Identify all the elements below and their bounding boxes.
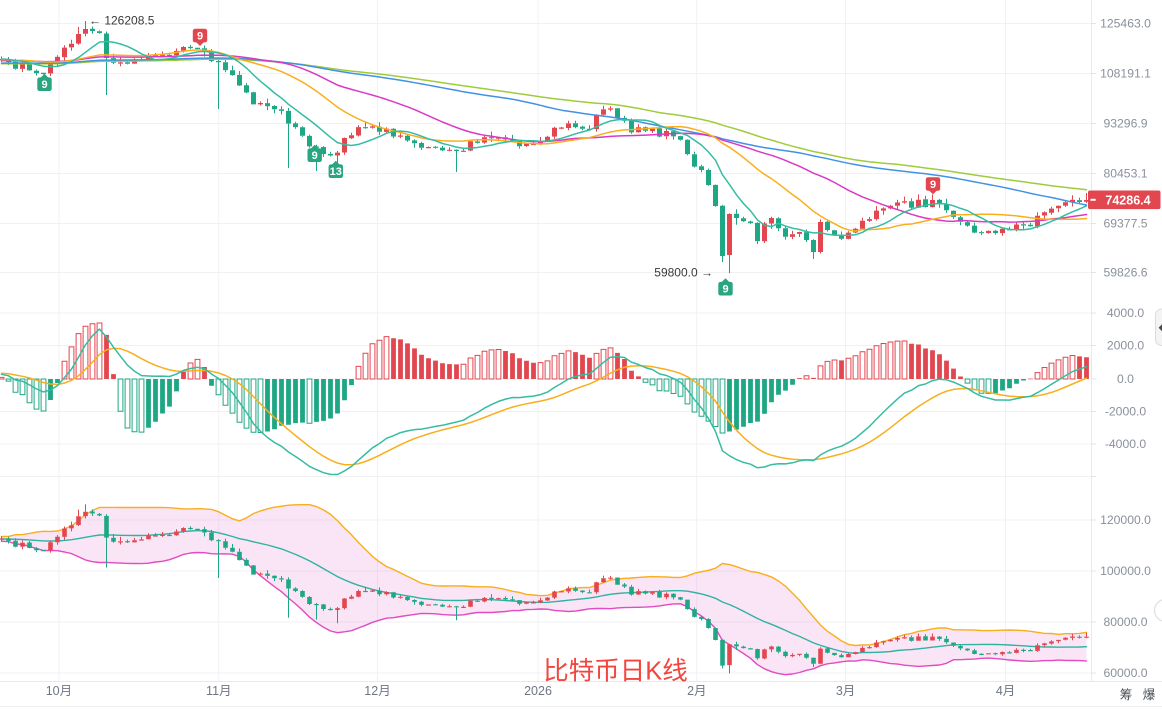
svg-text:11月: 11月 — [206, 684, 231, 698]
svg-text:13: 13 — [330, 166, 342, 178]
svg-text:9: 9 — [41, 79, 47, 91]
svg-text:74286.4: 74286.4 — [1105, 193, 1150, 207]
svg-text:9: 9 — [197, 30, 203, 42]
svg-text:2月: 2月 — [687, 684, 706, 698]
svg-text:4月: 4月 — [996, 684, 1015, 698]
svg-text:← 126208.5: ← 126208.5 — [89, 14, 155, 28]
svg-text:比特币日K线: 比特币日K线 — [543, 658, 688, 686]
svg-text:10月: 10月 — [46, 684, 72, 698]
svg-text:筹: 筹 — [1120, 687, 1133, 702]
svg-text:80453.1: 80453.1 — [1103, 167, 1147, 181]
svg-text:125463.0: 125463.0 — [1100, 17, 1151, 31]
svg-text:9: 9 — [312, 150, 318, 162]
svg-text:9: 9 — [930, 179, 936, 191]
svg-text:69377.5: 69377.5 — [1103, 217, 1147, 231]
svg-text:-2000.0: -2000.0 — [1105, 405, 1147, 419]
svg-text:60000.0: 60000.0 — [1103, 666, 1147, 680]
svg-text:120000.0: 120000.0 — [1100, 513, 1151, 527]
svg-text:100000.0: 100000.0 — [1100, 564, 1151, 578]
svg-text:爆: 爆 — [1143, 688, 1156, 702]
svg-text:9: 9 — [722, 284, 728, 296]
svg-text:59800.0 →: 59800.0 → — [654, 266, 713, 280]
svg-text:12月: 12月 — [364, 684, 390, 698]
svg-text:108191.1: 108191.1 — [1100, 67, 1151, 81]
svg-text:0.0: 0.0 — [1117, 372, 1134, 386]
svg-text:4000.0: 4000.0 — [1107, 306, 1144, 320]
svg-text:2000.0: 2000.0 — [1107, 339, 1144, 353]
svg-text:59826.6: 59826.6 — [1103, 266, 1147, 280]
svg-text:-4000.0: -4000.0 — [1105, 437, 1147, 451]
svg-text:3月: 3月 — [836, 684, 855, 698]
svg-text:80000.0: 80000.0 — [1103, 615, 1147, 629]
svg-text:93296.9: 93296.9 — [1103, 117, 1147, 131]
svg-text:2026: 2026 — [524, 684, 552, 698]
